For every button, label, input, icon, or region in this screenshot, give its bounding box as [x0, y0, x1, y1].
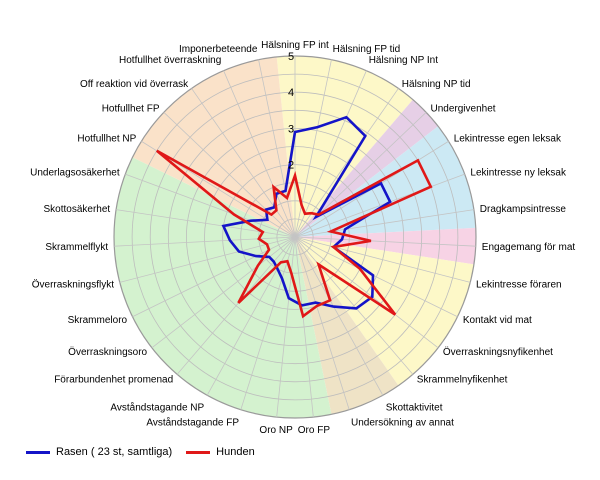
- tick-label-3: 3: [288, 123, 294, 135]
- category-label-16: Oro FP: [298, 425, 331, 436]
- category-label-21: Överraskningsoro: [68, 346, 147, 358]
- grid-spoke-7: [294, 173, 465, 238]
- category-label-18: Avståndstagande FP: [146, 416, 239, 428]
- legend-swatch-series-2: [186, 450, 211, 454]
- series-line-2: [155, 149, 433, 319]
- legend-label-series-2: Hunden: [216, 446, 255, 458]
- grid-spoke-30: [223, 70, 296, 238]
- category-label-17: Oro NP: [259, 425, 293, 436]
- grid-spoke-10: [294, 236, 471, 283]
- category-label-13: Skrammelnyfikenhet: [417, 374, 508, 385]
- category-label-19: Avståndstagande NP: [110, 402, 204, 414]
- tick-label-2: 2: [288, 160, 294, 172]
- sector-band-8: [132, 56, 295, 238]
- grid-spoke-13: [294, 236, 414, 375]
- category-label-31: Imponerbeteende: [179, 44, 258, 55]
- category-label-22: Skrammeloro: [68, 315, 128, 326]
- chart-legend: Rasen ( 23 st, samtliga) Hunden: [26, 446, 269, 458]
- grid-spoke-15: [294, 236, 350, 410]
- category-label-29: Off reaktion vid överrask: [80, 79, 189, 90]
- category-label-6: Lekintresse egen leksak: [454, 134, 562, 145]
- category-label-2: Hälsning FP tid: [333, 44, 401, 55]
- chart-ticks: 2 3 4 5: [288, 51, 294, 172]
- category-label-4: Hälsning NP tid: [402, 79, 471, 90]
- legend-swatch-series-1: [26, 450, 50, 454]
- category-label-9: Engagemang för mat: [482, 242, 576, 253]
- grid-spoke-28: [163, 112, 296, 238]
- category-label-28: Hotfullhet FP: [102, 104, 160, 115]
- category-label-11: Kontakt vid mat: [463, 315, 532, 326]
- sector-band-1: [276, 55, 413, 237]
- category-label-30: Hotfullhet överraskning: [119, 55, 221, 66]
- legend-item-series-2: Hunden: [186, 446, 255, 458]
- category-label-24: Skrammelflykt: [45, 242, 108, 253]
- grid-spoke-29: [191, 88, 296, 238]
- grid-spoke-8: [294, 209, 474, 238]
- category-label-26: Underlagsosäkerhet: [30, 168, 120, 179]
- grid-spoke-14: [294, 236, 384, 396]
- category-label-14: Skottaktivitet: [386, 403, 443, 414]
- chart-series: [155, 115, 433, 319]
- category-label-7: Lekintresse ny leksak: [470, 168, 567, 179]
- category-label-25: Skottosäkerhet: [43, 204, 110, 215]
- grid-spoke-11: [294, 236, 458, 318]
- grid-spoke-3: [294, 70, 367, 238]
- grid-spoke-21: [151, 236, 296, 349]
- series-line-1: [221, 115, 392, 310]
- category-label-8: Dragkampsintresse: [480, 204, 567, 215]
- grid-spoke-2: [294, 59, 332, 238]
- sector-band-5: [295, 237, 474, 386]
- tick-label-5: 5: [288, 51, 294, 63]
- category-label-10: Lekintresse föraren: [476, 279, 562, 290]
- sector-band-7: [114, 157, 332, 418]
- grid-spoke-17: [276, 236, 296, 418]
- category-label-20: Förarbundenhet promenad: [54, 374, 173, 385]
- category-label-27: Hotfullhet NP: [77, 134, 136, 145]
- legend-label-series-1: Rasen ( 23 st, samtliga): [56, 446, 173, 458]
- grid-spoke-9: [294, 236, 476, 247]
- grid-spoke-16: [294, 236, 314, 418]
- grid-spoke-31: [258, 59, 296, 238]
- sector-band-6: [295, 237, 399, 415]
- tick-label-4: 4: [288, 87, 294, 99]
- category-label-1: Hälsning FP int: [261, 40, 329, 51]
- category-label-3: Hälsning NP Int: [369, 55, 439, 66]
- sector-band-4: [295, 227, 477, 265]
- grid-spoke-20: [176, 236, 296, 375]
- grid-spoke-24: [114, 236, 296, 247]
- grid-spoke-18: [240, 236, 296, 410]
- grid-spoke-12: [294, 236, 439, 349]
- grid-spoke-26: [125, 173, 296, 238]
- grid-spoke-25: [116, 209, 296, 238]
- category-label-12: Överraskningsnyfikenhet: [443, 346, 553, 358]
- legend-item-series-1: Rasen ( 23 st, samtliga): [26, 446, 172, 458]
- category-label-23: Överraskningsflykt: [32, 278, 114, 290]
- category-label-15: Undersökning av annat: [351, 417, 454, 428]
- category-label-5: Undergivenhet: [431, 104, 496, 115]
